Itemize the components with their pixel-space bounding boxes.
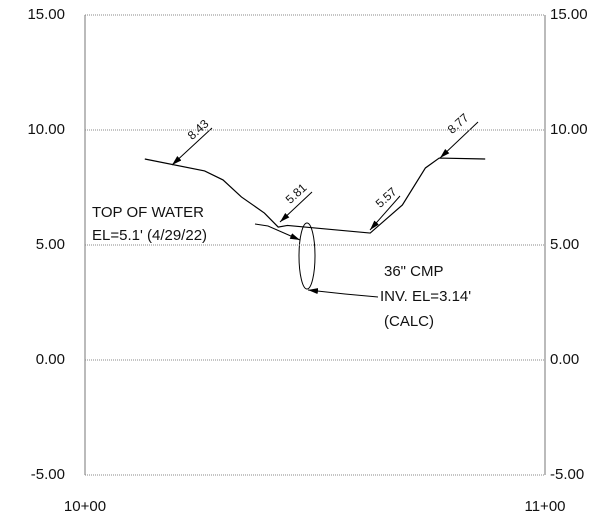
pipe — [298, 222, 316, 290]
pipe-label: 36" CMP — [384, 263, 444, 280]
y2-tick-label: 0.00 — [550, 351, 579, 368]
x-tick-label: 11+00 — [524, 498, 565, 515]
ground-line — [144, 157, 486, 234]
pipe-label: INV. EL=3.14' — [380, 288, 471, 305]
y2-tick-label: 15.00 — [550, 6, 588, 23]
elev-label: 8.77 — [445, 110, 472, 136]
y2-tick-label: 10.00 — [550, 121, 588, 138]
y-tick-label: 5.00 — [36, 236, 65, 253]
pipe-leader — [307, 288, 379, 298]
annotations: 8.43 5.81 5.57 8.77 TOP OF WATER EL=5.1'… — [92, 110, 479, 330]
water-label: TOP OF WATER — [92, 204, 204, 221]
elev-label: 5.57 — [373, 184, 400, 210]
y-tick-label: -5.00 — [31, 466, 65, 483]
leader — [369, 195, 401, 231]
water-leader — [254, 223, 301, 241]
y-tick-label: 0.00 — [36, 351, 65, 368]
pipe-label: (CALC) — [384, 313, 434, 330]
elev-label: 8.43 — [185, 116, 212, 142]
y-tick-label: 10.00 — [27, 121, 65, 138]
elev-label: 5.81 — [283, 180, 310, 206]
leader — [279, 191, 313, 223]
y-tick-label: 15.00 — [27, 6, 65, 23]
leader — [439, 121, 479, 159]
water-label: EL=5.1' (4/29/22) — [92, 227, 207, 244]
y2-tick-label: -5.00 — [550, 466, 584, 483]
y2-tick-label: 5.00 — [550, 236, 579, 253]
x-tick-label: 10+00 — [64, 498, 106, 515]
leader — [171, 127, 213, 166]
